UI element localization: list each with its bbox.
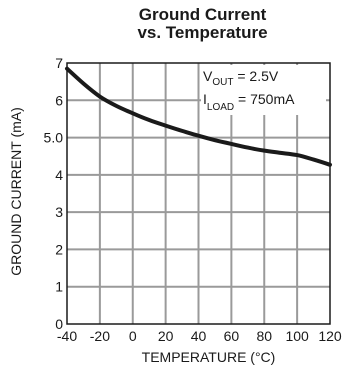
y-tick-label: 6 bbox=[55, 92, 63, 108]
x-tick-label: -40 bbox=[57, 328, 77, 344]
annotation-iload-rest: = 750mA bbox=[234, 91, 295, 107]
annotation-vout-sub: OUT bbox=[212, 77, 233, 88]
x-tick-label: 40 bbox=[191, 328, 207, 344]
y-axis-label: GROUND CURRENT (mA) bbox=[8, 107, 24, 276]
annotation-vout-rest: = 2.5V bbox=[233, 68, 278, 84]
y-tick-label: 7 bbox=[55, 55, 63, 71]
chart-title-line-2: vs. Temperature bbox=[137, 23, 268, 42]
annotation-vout-main: V bbox=[203, 68, 213, 84]
x-tick-labels: -40 -20 0 20 40 60 80 100 120 bbox=[57, 328, 342, 344]
y-tick-label: 5.0 bbox=[44, 130, 64, 146]
x-tick-label: -20 bbox=[90, 328, 110, 344]
y-tick-label: 4 bbox=[55, 167, 63, 183]
series-group bbox=[65, 66, 332, 167]
ground-current-line bbox=[65, 66, 332, 167]
chart-title-line-1: Ground Current bbox=[138, 5, 267, 24]
x-tick-label: 80 bbox=[256, 328, 272, 344]
chart-title: Ground Current vs. Temperature bbox=[0, 6, 349, 42]
annotation-vout: VOUT = 2.5V bbox=[203, 68, 279, 88]
x-tick-label: 20 bbox=[158, 328, 174, 344]
x-tick-label: 120 bbox=[318, 328, 342, 344]
y-tick-label: 2 bbox=[55, 241, 63, 257]
annotation-iload: ILOAD = 750mA bbox=[203, 91, 295, 113]
test-conditions-annotation: VOUT = 2.5V ILOAD = 750mA bbox=[201, 65, 326, 115]
x-axis-label: TEMPERATURE (°C) bbox=[142, 349, 276, 365]
annotation-iload-sub: LOAD bbox=[207, 102, 234, 113]
y-tick-label: 3 bbox=[55, 204, 63, 220]
y-tick-labels: 0 1 2 3 4 5.0 6 7 bbox=[44, 55, 64, 332]
y-tick-label: 0 bbox=[55, 316, 63, 332]
x-tick-label: 100 bbox=[285, 328, 309, 344]
plot-frame bbox=[66, 62, 331, 325]
x-tick-label: 60 bbox=[224, 328, 240, 344]
x-tick-label: 0 bbox=[129, 328, 137, 344]
grid-lines bbox=[67, 63, 330, 324]
annotation-iload-main: I bbox=[203, 91, 207, 107]
annotation-background bbox=[201, 65, 326, 115]
y-tick-label: 1 bbox=[55, 279, 63, 295]
